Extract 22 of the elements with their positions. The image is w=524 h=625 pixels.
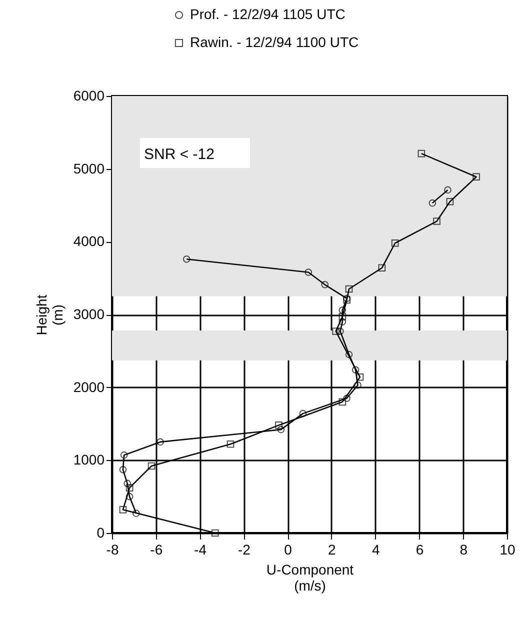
band-label: SNR < -12 [144, 146, 214, 163]
x-tick-label: -8 [106, 542, 119, 558]
x-tick-label: -2 [238, 542, 251, 558]
y-tick-label: 0 [96, 524, 105, 540]
y-tick-label: 4000 [73, 233, 105, 250]
x-tick-label: 4 [372, 542, 380, 558]
x-tick-label: 10 [500, 542, 516, 558]
y-axis-title: Height (m) [33, 294, 66, 336]
x-tick-label: -6 [150, 542, 163, 558]
x-axis-title: U-Component (m/s) [266, 562, 354, 594]
x-tick-label: -4 [194, 542, 207, 558]
legend-label: Prof. - 12/2/94 1105 UTC [190, 6, 346, 22]
x-tick-label: 8 [460, 542, 468, 558]
y-tick-label: 2000 [73, 378, 105, 395]
x-tick-label: 2 [328, 542, 336, 558]
x-tick-label: 6 [416, 542, 424, 558]
y-tick-label: 3000 [73, 306, 105, 322]
y-tick-label: 5000 [73, 160, 105, 176]
legend-label: Rawin. - 12/2/94 1100 UTC [190, 34, 359, 50]
x-tick-label: 0 [284, 542, 292, 558]
y-tick-label: 6000 [73, 88, 105, 104]
y-tick-label: 1000 [73, 452, 105, 468]
